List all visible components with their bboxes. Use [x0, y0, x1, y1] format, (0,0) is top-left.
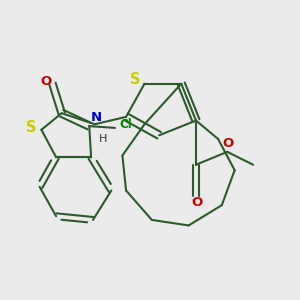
Text: S: S	[26, 120, 36, 135]
Text: O: O	[191, 196, 203, 209]
Text: O: O	[40, 75, 52, 88]
Text: Cl: Cl	[120, 118, 133, 131]
Text: H: H	[99, 134, 107, 144]
Text: O: O	[223, 137, 234, 150]
Text: N: N	[90, 111, 101, 124]
Text: S: S	[130, 72, 140, 87]
